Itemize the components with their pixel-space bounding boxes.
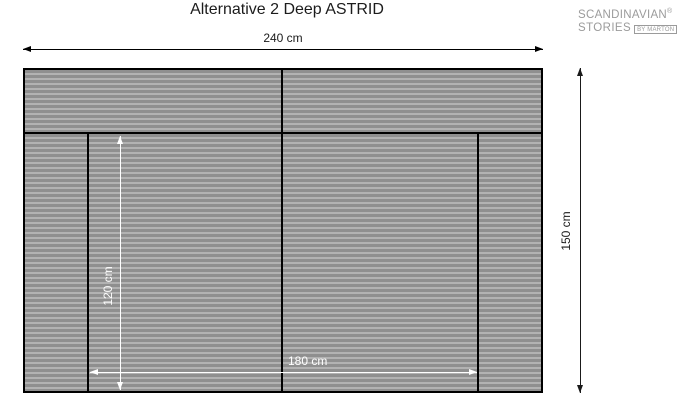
seat-width-label: 180 cm xyxy=(288,354,328,368)
seat-depth-arrow xyxy=(117,136,123,390)
seat-width-arrow xyxy=(90,369,477,375)
back-panel-left xyxy=(23,68,283,134)
overall-height-arrow xyxy=(577,68,583,393)
seat-panel-left xyxy=(87,132,283,393)
brand-name-text: SCANDINAVIAN xyxy=(578,8,668,21)
brand-logo: SCANDINAVIAN® STORIES BY MARTON xyxy=(578,8,677,35)
back-panel-right xyxy=(281,68,543,134)
side-panel-left xyxy=(23,132,89,393)
brand-subtitle-text: STORIES xyxy=(578,22,632,35)
page-title: Alternative 2 Deep ASTRID xyxy=(190,1,384,18)
overall-width-label: 240 cm xyxy=(263,31,303,45)
brand-byline-badge: BY MARTON xyxy=(634,24,677,34)
seat-depth-label: 120 cm xyxy=(101,266,115,306)
overall-height-label: 150 cm xyxy=(559,211,573,251)
registered-trademark-icon: ® xyxy=(667,8,673,15)
brand-name-line: SCANDINAVIAN® xyxy=(578,8,677,21)
brand-subtitle-line: STORIES BY MARTON xyxy=(578,23,677,35)
seat-panel-right xyxy=(281,132,479,393)
side-panel-right xyxy=(477,132,543,393)
overall-width-arrow xyxy=(23,46,543,52)
